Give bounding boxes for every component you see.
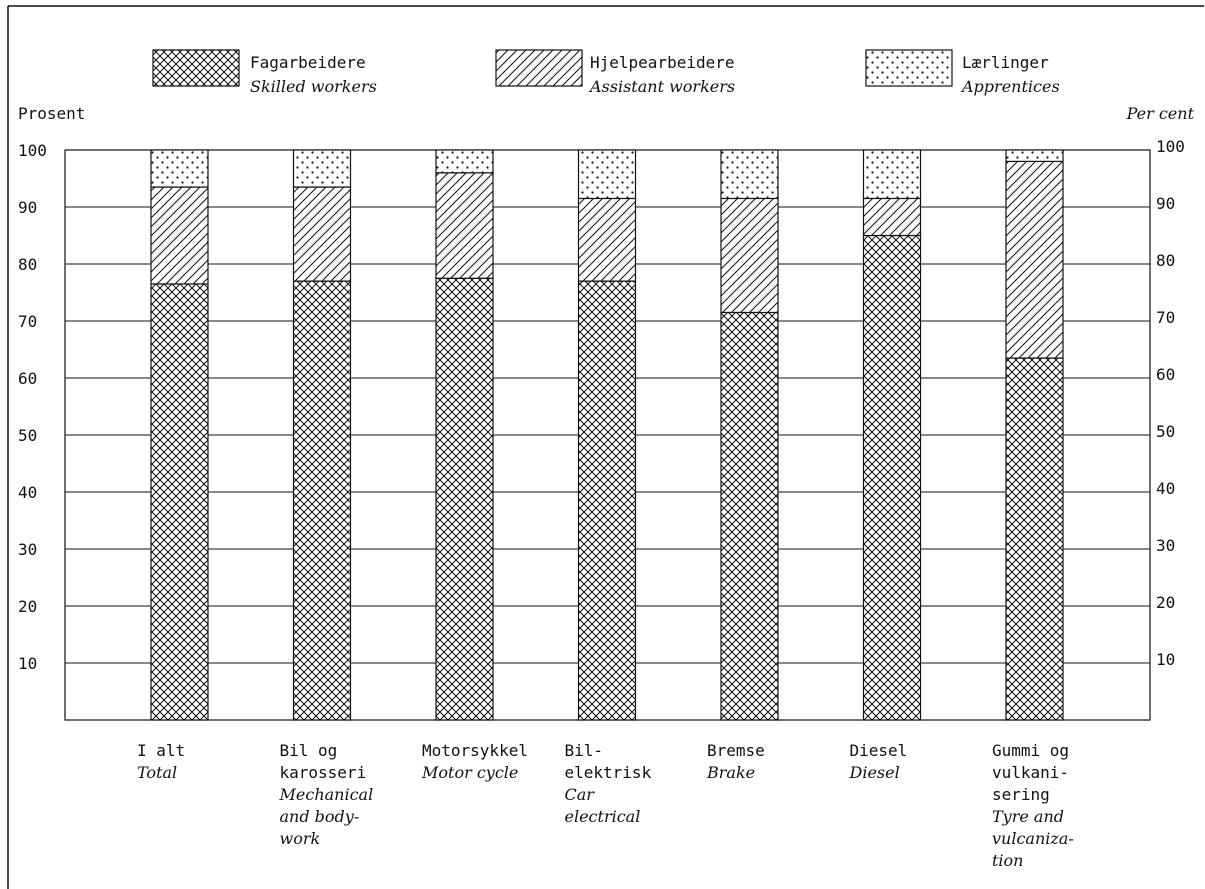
legend-label-assistant-en: Assistant workers	[588, 77, 735, 96]
x-category-label-no: Gummi og	[992, 741, 1069, 760]
x-category-label-no: elektrisk	[565, 763, 652, 782]
x-category-label: Motorsykkel Motor cycle	[421, 741, 528, 782]
y-tick-label-left: 80	[18, 255, 37, 274]
y-tick-label-right: 80	[1156, 251, 1175, 270]
bar-segment-crosshatch	[862, 234, 922, 721]
y-tick-label-right: 30	[1156, 536, 1175, 555]
x-category-label-no: sering	[992, 785, 1050, 804]
bar-segment-dots	[720, 149, 779, 200]
x-category-label: Bremse Brake	[706, 741, 765, 782]
y-tick-label-left: 10	[18, 654, 37, 673]
y-tick-label-right: 40	[1156, 479, 1175, 498]
legend-item-assistant: Hjelpearbeidere Assistant workers	[495, 49, 735, 96]
x-category-label-en: Mechanical	[279, 785, 374, 804]
y-tick-label-left: 40	[18, 483, 37, 502]
bar-segment-crosshatch	[577, 280, 637, 721]
y-tick-label-left: 90	[18, 198, 37, 217]
x-category-label-en: Car	[565, 785, 596, 804]
x-category-label-en: Total	[137, 763, 177, 782]
x-category-label-en: work	[280, 829, 321, 848]
x-category-label-en: electrical	[565, 807, 641, 826]
legend-label-assistant: Hjelpearbeidere	[590, 53, 735, 72]
bar-segment-crosshatch	[292, 280, 352, 721]
x-category-label-en: Diesel	[849, 763, 900, 782]
y-tick-label-left: 60	[18, 369, 37, 388]
y-axis-label-left: Prosent	[18, 104, 85, 123]
x-category-label: Gummi og vulkani-sering Tyre and vulcaniza-…	[992, 741, 1074, 870]
bar-segment-diagonal	[292, 186, 352, 282]
bar-segment-diagonal	[150, 186, 209, 285]
legend-label-apprentices-en: Apprentices	[960, 77, 1060, 96]
y-tick-label-right: 50	[1156, 422, 1175, 441]
y-tick-label-left: 20	[18, 597, 37, 616]
x-category-label-en: Tyre and	[992, 807, 1064, 826]
y-tick-label-left: 30	[18, 540, 37, 559]
y-tick-label-right: 70	[1156, 308, 1175, 327]
bar-segment-dots	[435, 149, 494, 174]
bars	[150, 149, 1064, 721]
bar-segment-dots	[577, 149, 637, 200]
bar-segment-crosshatch	[1005, 357, 1064, 721]
x-category-label-no: I alt	[137, 741, 185, 760]
bar-segment-diagonal	[720, 197, 779, 314]
x-category-label-no: karosseri	[280, 763, 367, 782]
y-tick-label-right: 20	[1156, 593, 1175, 612]
x-category-label-en: vulcaniza-	[992, 829, 1074, 848]
bar-segment-dots	[1005, 149, 1064, 162]
x-category-label-no: Bremse	[707, 741, 765, 760]
x-category-label-no: Bil og	[280, 741, 338, 760]
x-category-label: Bil-elektrisk Car electrical	[565, 741, 652, 826]
x-category-label-en: Motor cycle	[421, 763, 518, 782]
x-axis-labels: I alt Total Bil og karosseri Mechanical and b…	[137, 741, 1074, 870]
y-axis-label-right: Per cent	[1126, 104, 1195, 123]
bar-segment-crosshatch	[435, 277, 494, 721]
legend-label-apprentices: Lærlinger	[962, 53, 1049, 72]
x-category-label: Bil og karosseri Mechanical and body-work	[279, 741, 374, 848]
legend-label-skilled-en: Skilled workers	[250, 77, 377, 96]
y-tick-label-right: 90	[1156, 194, 1175, 213]
x-category-label-no: Diesel	[850, 741, 908, 760]
legend-swatch-apprentices	[865, 49, 953, 87]
bar-segment-crosshatch	[720, 311, 779, 721]
x-category-label-en: and body-	[280, 807, 360, 826]
bar-segment-diagonal	[577, 197, 637, 282]
bar-segment-dots	[862, 149, 922, 200]
y-tick-label-right: 100	[1156, 137, 1185, 156]
bar-segment-dots	[292, 149, 352, 188]
legend-item-skilled: Fagarbeidere Skilled workers	[152, 49, 377, 96]
x-category-label-no: vulkani-	[992, 763, 1069, 782]
legend-swatch-skilled	[152, 49, 240, 87]
y-ticks-left: 100 90 80 70 60 50 40 30 20 10	[18, 141, 47, 673]
x-category-label-no: Bil-	[565, 741, 604, 760]
legend: Fagarbeidere Skilled workers Hjelpearbei…	[152, 49, 1060, 96]
bar-segment-crosshatch	[150, 283, 209, 721]
x-category-label-no: Motorsykkel	[422, 741, 528, 760]
legend-swatch-assistant	[495, 49, 583, 87]
y-tick-label-left: 100	[18, 141, 47, 160]
x-category-label-en: Brake	[706, 763, 755, 782]
x-category-label-en: tion	[992, 851, 1023, 870]
y-ticks-right: 100 90 80 70 60 50 40 30 20 10	[1156, 137, 1185, 669]
bar-segment-diagonal	[1005, 160, 1064, 359]
y-tick-label-left: 50	[18, 426, 37, 445]
bar-segment-diagonal	[435, 172, 494, 279]
legend-label-skilled: Fagarbeidere	[250, 53, 366, 72]
bar-segment-dots	[150, 149, 209, 188]
x-category-label: Diesel Diesel	[849, 741, 908, 782]
y-tick-label-left: 70	[18, 312, 37, 331]
legend-item-apprentices: Lærlinger Apprentices	[865, 49, 1060, 96]
bar-segment-diagonal	[862, 197, 922, 237]
y-tick-label-right: 60	[1156, 365, 1175, 384]
y-tick-label-right: 10	[1156, 650, 1175, 669]
x-category-label: I alt Total	[137, 741, 185, 782]
